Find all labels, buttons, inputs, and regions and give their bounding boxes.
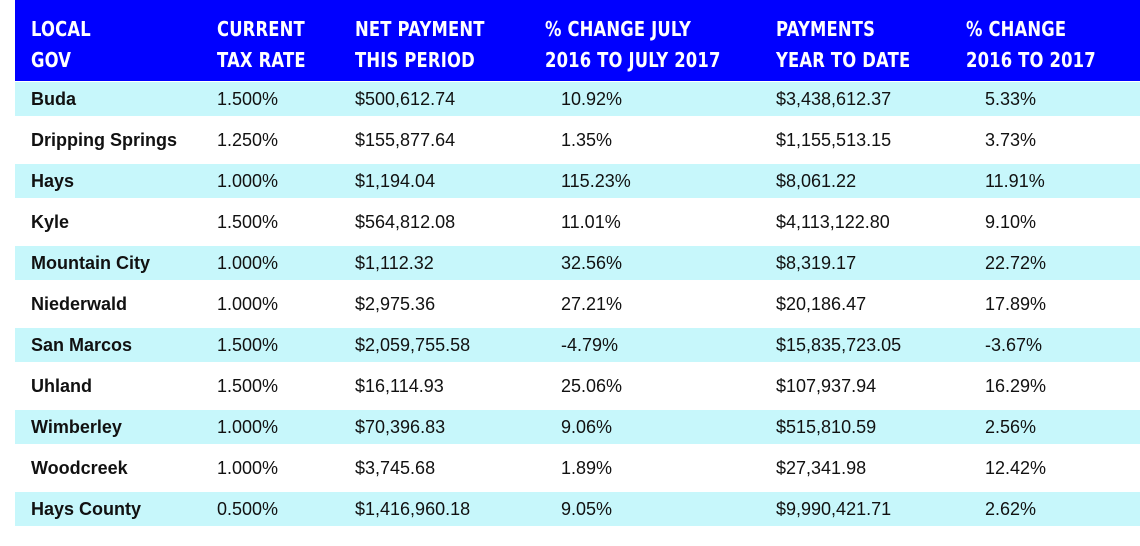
cell-pct-change-year: 2.62%: [985, 499, 1037, 519]
column-header-line: LOCAL: [31, 17, 91, 41]
cell-local-gov: Dripping Springs: [31, 130, 177, 150]
column-header-line: GOV: [31, 48, 72, 72]
cell-pct-change-july: 10.92%: [561, 89, 623, 109]
column-header-line: YEAR TO DATE: [776, 48, 911, 72]
cell-pct-change-year: 11.91%: [985, 171, 1045, 191]
cell-local-gov: Woodcreek: [31, 458, 128, 478]
cell-net-payment-this-period: $1,416,960.18: [355, 499, 471, 519]
column-header-current-tax-rate: CURRENT TAX RATE: [217, 14, 306, 76]
column-header-net-payment-this-period: NET PAYMENT THIS PERIOD: [355, 14, 485, 76]
cell-payments-year-to-date: $27,341.98: [776, 458, 867, 478]
cell-net-payment-this-period: $1,112.32: [355, 253, 434, 273]
table-header: LOCAL GOV CURRENT TAX RATE NET PAYMENT THIS P…: [15, 0, 1140, 81]
cell-pct-change-july: 9.05%: [561, 499, 613, 519]
column-header-local-gov: LOCAL GOV: [31, 14, 91, 76]
cell-pct-change-july: 9.06%: [561, 417, 613, 437]
cell-pct-change-july: 115.23%: [561, 171, 631, 191]
cell-pct-change-year: -3.67%: [985, 335, 1043, 355]
cell-payments-year-to-date: $4,113,122.80: [776, 212, 890, 232]
cell-local-gov: Uhland: [31, 376, 92, 396]
cell-local-gov: Wimberley: [31, 417, 122, 437]
cell-payments-year-to-date: $9,990,421.71: [776, 499, 892, 519]
cell-net-payment-this-period: $2,975.36: [355, 294, 436, 314]
cell-current-tax-rate: 1.000%: [217, 458, 279, 478]
cell-pct-change-july: 25.06%: [561, 376, 623, 396]
cell-pct-change-year: 17.89%: [985, 294, 1047, 314]
cell-pct-change-year: 5.33%: [985, 89, 1037, 109]
cell-pct-change-year: 12.42%: [985, 458, 1047, 478]
cell-payments-year-to-date: $3,438,612.37: [776, 89, 892, 109]
column-header-payments-year-to-date: PAYMENTS YEAR TO DATE: [776, 14, 910, 76]
table-row: San Marcos 1.500% $2,059,755.58 -4.79% $15,8…: [15, 328, 1140, 362]
cell-local-gov: Mountain City: [31, 253, 150, 273]
cell-pct-change-year: 16.29%: [985, 376, 1047, 396]
cell-current-tax-rate: 1.500%: [217, 335, 279, 355]
table-row: Niederwald 1.000% $2,975.36 27.21% $20,186.4…: [15, 287, 1140, 321]
table-row: Uhland 1.500% $16,114.93 25.06% $107,937.94 1…: [15, 369, 1140, 403]
cell-pct-change-year: 9.10%: [985, 212, 1037, 232]
cell-net-payment-this-period: $1,194.04: [355, 171, 436, 191]
column-header-pct-change-year: % CHANGE 2016 TO 2017: [966, 14, 1096, 76]
cell-payments-year-to-date: $107,937.94: [776, 376, 877, 396]
cell-current-tax-rate: 1.500%: [217, 212, 279, 232]
cell-pct-change-july: 32.56%: [561, 253, 623, 273]
cell-current-tax-rate: 1.500%: [217, 376, 279, 396]
cell-payments-year-to-date: $8,061.22: [776, 171, 857, 191]
column-header-line: TAX RATE: [217, 48, 306, 72]
cell-local-gov: Niederwald: [31, 294, 128, 314]
cell-net-payment-this-period: $155,877.64: [355, 130, 456, 150]
cell-current-tax-rate: 1.000%: [217, 253, 279, 273]
cell-current-tax-rate: 0.500%: [217, 499, 279, 519]
cell-payments-year-to-date: $8,319.17: [776, 253, 857, 273]
cell-payments-year-to-date: $515,810.59: [776, 417, 877, 437]
cell-local-gov: Kyle: [31, 212, 70, 232]
cell-current-tax-rate: 1.250%: [217, 130, 279, 150]
cell-pct-change-july: 1.89%: [561, 458, 613, 478]
column-header-line: 2016 TO 2017: [966, 48, 1096, 72]
cell-net-payment-this-period: $2,059,755.58: [355, 335, 471, 355]
cell-local-gov: Hays: [31, 171, 75, 191]
column-header-line: THIS PERIOD: [355, 48, 475, 72]
table-row: Mountain City 1.000% $1,112.32 32.56% $8,319…: [15, 246, 1140, 280]
cell-pct-change-year: 3.73%: [985, 130, 1037, 150]
cell-local-gov: Hays County: [31, 499, 142, 519]
table-row: Woodcreek 1.000% $3,745.68 1.89% $27,341.98 1…: [15, 451, 1140, 485]
cell-local-gov: San Marcos: [31, 335, 133, 355]
cell-current-tax-rate: 1.000%: [217, 294, 279, 314]
column-header-pct-change-july: % CHANGE JULY 2016 TO JULY 2017: [545, 14, 721, 76]
cell-pct-change-july: 1.35%: [561, 130, 613, 150]
column-header-line: % CHANGE: [966, 17, 1067, 41]
column-header-line: PAYMENTS: [776, 17, 876, 41]
cell-pct-change-july: -4.79%: [561, 335, 619, 355]
table-row: Hays County 0.500% $1,416,960.18 9.05% $9,99…: [15, 492, 1140, 526]
cell-net-payment-this-period: $3,745.68: [355, 458, 436, 478]
table-row: Buda 1.500% $500,612.74 10.92% $3,438,612.37…: [15, 82, 1140, 116]
column-header-line: CURRENT: [217, 17, 305, 41]
cell-pct-change-year: 22.72%: [985, 253, 1047, 273]
cell-pct-change-year: 2.56%: [985, 417, 1037, 437]
cell-local-gov: Buda: [31, 89, 76, 109]
cell-current-tax-rate: 1.500%: [217, 89, 279, 109]
column-header-line: 2016 TO JULY 2017: [545, 48, 721, 72]
cell-payments-year-to-date: $20,186.47: [776, 294, 867, 314]
cell-net-payment-this-period: $16,114.93: [355, 376, 444, 396]
cell-net-payment-this-period: $564,812.08: [355, 212, 456, 232]
cell-pct-change-july: 27.21%: [561, 294, 623, 314]
cell-net-payment-this-period: $70,396.83: [355, 417, 446, 437]
table-row: Dripping Springs 1.250% $155,877.64 1.35% $1…: [15, 123, 1140, 157]
cell-current-tax-rate: 1.000%: [217, 417, 279, 437]
cell-current-tax-rate: 1.000%: [217, 171, 279, 191]
table-row: Hays 1.000% $1,194.04 115.23% $8,061.22 11.91…: [15, 164, 1140, 198]
table-row: Kyle 1.500% $564,812.08 11.01% $4,113,122.80…: [15, 205, 1140, 239]
cell-pct-change-july: 11.01%: [561, 212, 621, 232]
cell-payments-year-to-date: $15,835,723.05: [776, 335, 902, 355]
cell-net-payment-this-period: $500,612.74: [355, 89, 456, 109]
cell-payments-year-to-date: $1,155,513.15: [776, 130, 892, 150]
table-row: Wimberley 1.000% $70,396.83 9.06% $515,810.5…: [15, 410, 1140, 444]
column-header-line: NET PAYMENT: [355, 17, 485, 41]
column-header-line: % CHANGE JULY: [545, 17, 692, 41]
